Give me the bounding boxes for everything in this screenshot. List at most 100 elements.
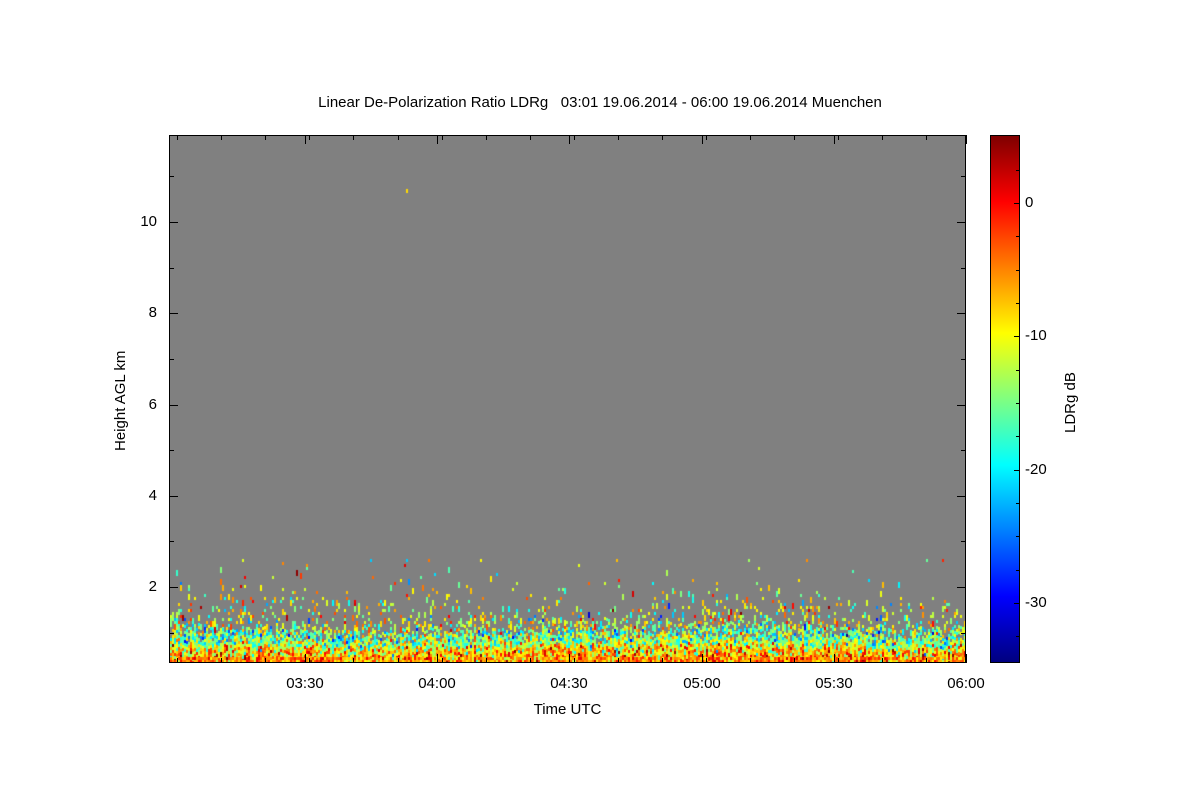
y-axis-tick-minor-right bbox=[961, 359, 966, 360]
colorbar-tick-major bbox=[1014, 603, 1020, 604]
colorbar-tick-minor bbox=[1016, 370, 1020, 371]
x-axis-tick-minor-top bbox=[750, 135, 751, 140]
x-axis-tick-minor-top bbox=[486, 135, 487, 140]
y-axis-tick-label: 6 bbox=[148, 396, 157, 413]
x-axis-tick-minor bbox=[926, 658, 927, 663]
x-axis-tick-minor bbox=[882, 658, 883, 663]
y-axis-tick-major bbox=[169, 496, 178, 497]
x-axis-tick-major-top bbox=[702, 135, 703, 144]
x-axis-tick-minor-top bbox=[221, 135, 222, 140]
y-axis-tick-minor-right bbox=[961, 541, 966, 542]
x-axis-tick-major bbox=[702, 654, 703, 663]
x-axis-tick-minor bbox=[574, 658, 575, 663]
x-axis-tick-major bbox=[569, 654, 570, 663]
x-axis-tick-minor bbox=[662, 658, 663, 663]
heatmap-plot-area bbox=[169, 135, 966, 663]
x-axis-tick-minor-top bbox=[838, 135, 839, 140]
colorbar bbox=[990, 135, 1020, 663]
colorbar-tick-minor bbox=[1016, 636, 1020, 637]
x-axis-tick-minor bbox=[265, 658, 266, 663]
x-axis-tick-major-top bbox=[437, 135, 438, 144]
colorbar-tick-label: -30 bbox=[1025, 594, 1047, 611]
y-axis-tick-major bbox=[169, 313, 178, 314]
x-axis-tick-major bbox=[966, 654, 967, 663]
x-axis-tick-label: 05:00 bbox=[683, 675, 721, 692]
y-axis-tick-major-right bbox=[957, 405, 966, 406]
y-axis-tick-minor-right bbox=[961, 633, 966, 634]
x-axis-tick-minor-top bbox=[618, 135, 619, 140]
x-axis-tick-minor-top bbox=[530, 135, 531, 140]
colorbar-tick-minor bbox=[1016, 170, 1020, 171]
x-axis-tick-minor bbox=[838, 658, 839, 663]
y-axis-tick-minor-right bbox=[961, 268, 966, 269]
y-axis-tick-major-right bbox=[957, 496, 966, 497]
x-axis-tick-minor-top bbox=[265, 135, 266, 140]
heatmap-data-layer bbox=[170, 136, 965, 662]
colorbar-tick-minor bbox=[1016, 503, 1020, 504]
colorbar-tick-minor bbox=[1016, 270, 1020, 271]
y-axis-tick-minor bbox=[169, 359, 174, 360]
x-axis-tick-major bbox=[437, 654, 438, 663]
y-axis-tick-minor bbox=[169, 268, 174, 269]
x-axis-tick-major bbox=[834, 654, 835, 663]
x-axis-tick-minor-top bbox=[177, 135, 178, 140]
y-axis-tick-major bbox=[169, 405, 178, 406]
x-axis-tick-major-top bbox=[569, 135, 570, 144]
x-axis-tick-minor-top bbox=[398, 135, 399, 140]
x-axis-tick-minor-top bbox=[309, 135, 310, 140]
x-axis-tick-major-top bbox=[834, 135, 835, 144]
x-axis-tick-label: 04:00 bbox=[418, 675, 456, 692]
y-axis-tick-label: 4 bbox=[148, 487, 157, 504]
x-axis-tick-minor-top bbox=[442, 135, 443, 140]
y-axis-tick-minor-right bbox=[961, 176, 966, 177]
x-axis-tick-label: 04:30 bbox=[550, 675, 588, 692]
x-axis-tick-minor-top bbox=[794, 135, 795, 140]
colorbar-tick-label: -10 bbox=[1025, 327, 1047, 344]
x-axis-tick-minor-top bbox=[706, 135, 707, 140]
x-axis-tick-minor bbox=[398, 658, 399, 663]
x-axis-title: Time UTC bbox=[533, 701, 602, 718]
colorbar-tick-minor bbox=[1016, 536, 1020, 537]
x-axis-tick-major-top bbox=[305, 135, 306, 144]
colorbar-tick-minor bbox=[1016, 570, 1020, 571]
y-axis-title: Height AGL km bbox=[112, 350, 129, 451]
x-axis-tick-minor bbox=[750, 658, 751, 663]
colorbar-tick-minor bbox=[1016, 403, 1020, 404]
y-axis-tick-major-right bbox=[957, 313, 966, 314]
x-axis-tick-minor bbox=[309, 658, 310, 663]
x-axis-tick-minor bbox=[177, 658, 178, 663]
x-axis-tick-minor-top bbox=[662, 135, 663, 140]
y-axis-tick-major bbox=[169, 587, 178, 588]
y-axis-tick-major-right bbox=[957, 222, 966, 223]
y-axis-tick-minor bbox=[169, 541, 174, 542]
y-axis-tick-minor bbox=[169, 450, 174, 451]
x-axis-tick-minor bbox=[486, 658, 487, 663]
x-axis-tick-minor bbox=[442, 658, 443, 663]
x-axis-tick-minor-top bbox=[882, 135, 883, 140]
y-axis-tick-major bbox=[169, 222, 178, 223]
x-axis-tick-label: 06:00 bbox=[947, 675, 985, 692]
x-axis-tick-minor bbox=[618, 658, 619, 663]
colorbar-gradient bbox=[991, 136, 1019, 662]
y-axis-tick-label: 2 bbox=[148, 578, 157, 595]
x-axis-tick-minor bbox=[221, 658, 222, 663]
colorbar-title: LDRg dB bbox=[1062, 372, 1079, 433]
x-axis-tick-minor-top bbox=[574, 135, 575, 140]
colorbar-tick-minor bbox=[1016, 436, 1020, 437]
colorbar-tick-major bbox=[1014, 203, 1020, 204]
x-axis-tick-minor bbox=[794, 658, 795, 663]
x-axis-tick-minor bbox=[706, 658, 707, 663]
x-axis-tick-label: 03:30 bbox=[286, 675, 324, 692]
x-axis-tick-minor bbox=[530, 658, 531, 663]
x-axis-tick-major-top bbox=[966, 135, 967, 144]
colorbar-tick-major bbox=[1014, 470, 1020, 471]
x-axis-tick-label: 05:30 bbox=[815, 675, 853, 692]
y-axis-tick-minor bbox=[169, 633, 174, 634]
y-axis-tick-minor bbox=[169, 176, 174, 177]
y-axis-tick-label: 10 bbox=[140, 213, 157, 230]
x-axis-tick-minor-top bbox=[926, 135, 927, 140]
page-title: Linear De-Polarization Ratio LDRg 03:01 … bbox=[318, 94, 882, 111]
colorbar-tick-label: -20 bbox=[1025, 461, 1047, 478]
x-axis-tick-major bbox=[305, 654, 306, 663]
